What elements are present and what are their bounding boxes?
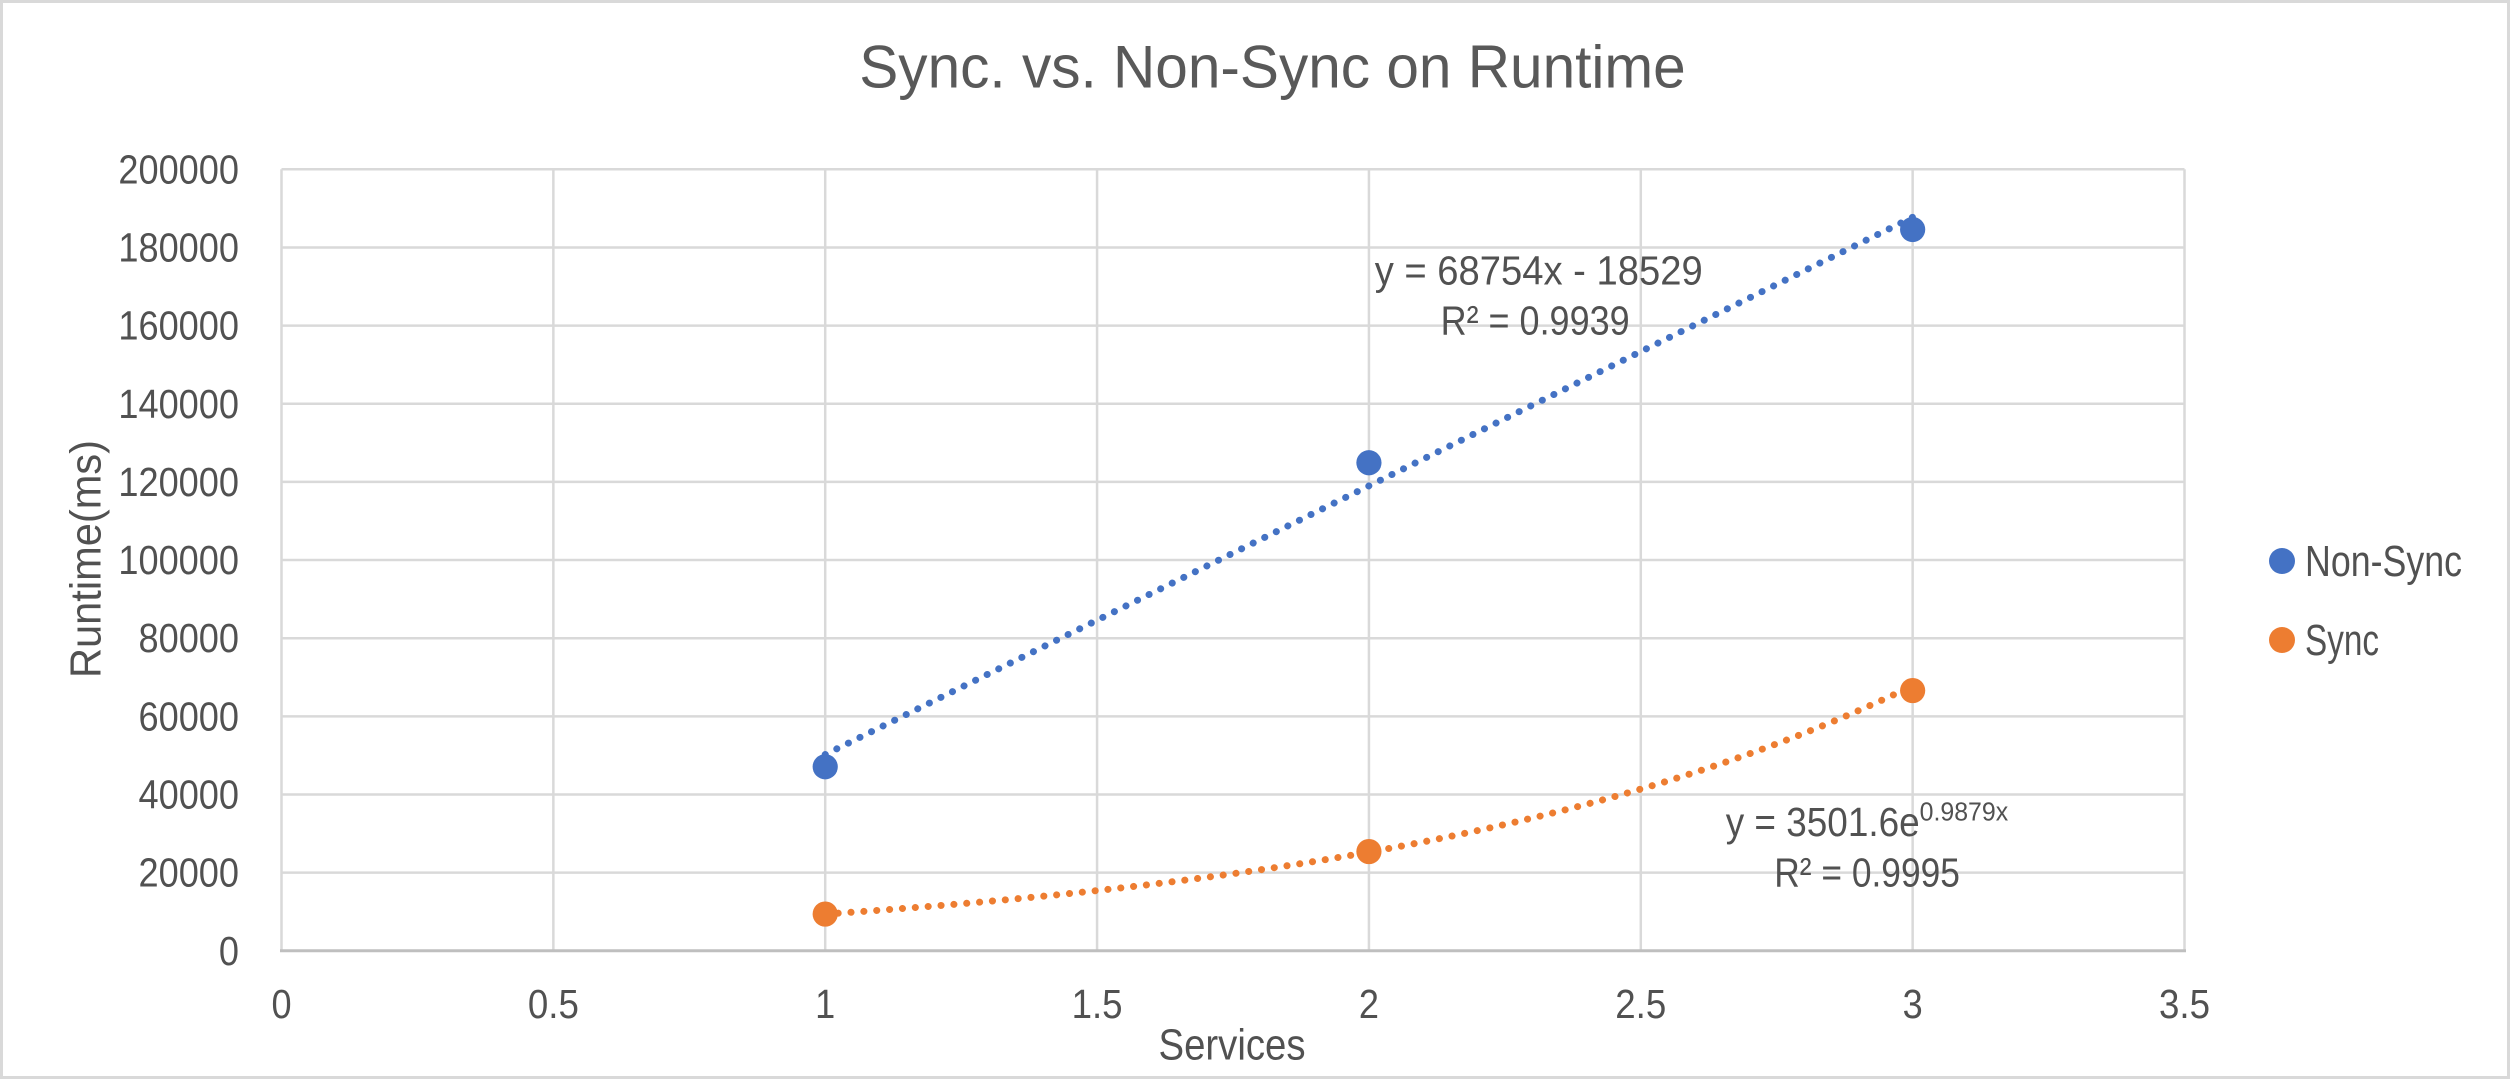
svg-text:0.5: 0.5 xyxy=(528,981,579,1027)
svg-text:3: 3 xyxy=(1903,981,1923,1027)
svg-text:y = 3501.6e: y = 3501.6e xyxy=(1726,799,1920,845)
svg-text:Services: Services xyxy=(1159,1020,1306,1069)
svg-text:2: 2 xyxy=(1359,981,1379,1027)
svg-text:160000: 160000 xyxy=(118,303,239,349)
svg-text:180000: 180000 xyxy=(118,224,239,270)
svg-text:200000: 200000 xyxy=(118,146,239,192)
svg-text:60000: 60000 xyxy=(139,693,240,739)
svg-text:3.5: 3.5 xyxy=(2159,981,2210,1027)
svg-text:1: 1 xyxy=(815,981,835,1027)
svg-text:20000: 20000 xyxy=(139,850,240,896)
svg-text:0: 0 xyxy=(271,981,291,1027)
svg-text:y = 68754x - 18529: y = 68754x - 18529 xyxy=(1375,247,1703,293)
svg-text:2.5: 2.5 xyxy=(1615,981,1666,1027)
svg-text:120000: 120000 xyxy=(118,459,239,505)
svg-text:0.9879x: 0.9879x xyxy=(1920,799,2009,827)
svg-text:1.5: 1.5 xyxy=(1072,981,1123,1027)
svg-text:R² = 0.9939: R² = 0.9939 xyxy=(1441,297,1630,343)
svg-text:40000: 40000 xyxy=(139,772,240,818)
svg-text:100000: 100000 xyxy=(118,537,239,583)
svg-text:Non-Sync: Non-Sync xyxy=(2305,537,2462,586)
svg-text:Runtime(ms): Runtime(ms) xyxy=(62,440,111,678)
svg-text:Sync. vs. Non-Sync on Runtime: Sync. vs. Non-Sync on Runtime xyxy=(859,33,1686,100)
svg-text:0: 0 xyxy=(219,928,239,974)
svg-text:80000: 80000 xyxy=(139,615,240,661)
svg-text:R² = 0.9995: R² = 0.9995 xyxy=(1774,850,1960,896)
svg-text:Sync: Sync xyxy=(2305,616,2379,665)
svg-text:140000: 140000 xyxy=(118,381,239,427)
